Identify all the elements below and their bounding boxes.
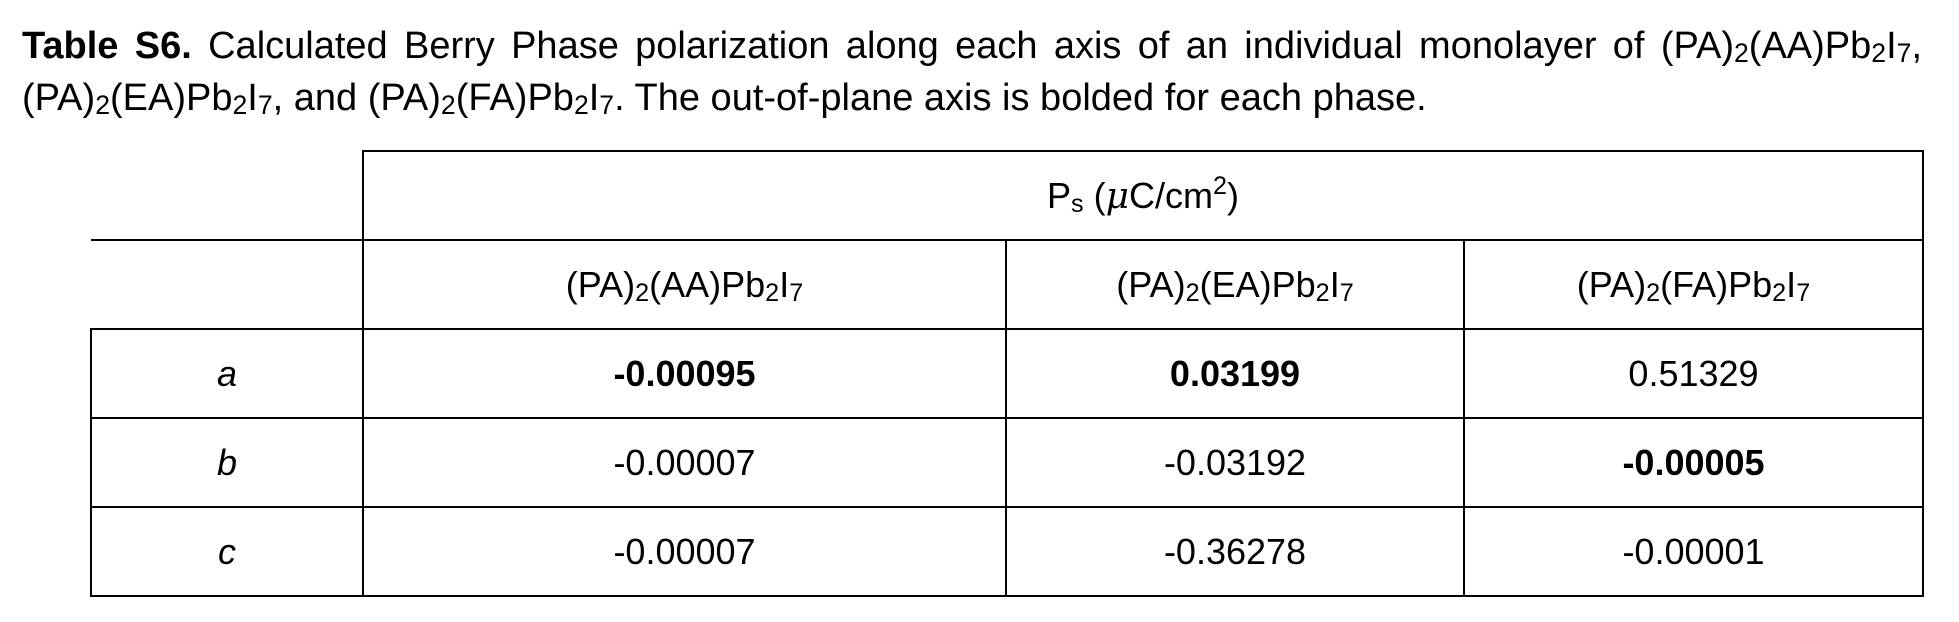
header-row-compounds: (PA)2(AA)Pb2I7 (PA)2(EA)Pb2I7 (PA)2(FA)P…	[91, 239, 1924, 330]
table-caption: Table S6. Calculated Berry Phase polariz…	[22, 25, 1922, 120]
axis-label: b	[90, 417, 364, 508]
table-cell: -0.00007	[362, 417, 1007, 508]
table-row: c -0.00007 -0.36278 -0.00001	[90, 506, 1924, 597]
table-cell: 0.51329	[1463, 328, 1924, 419]
table-cell: 0.03199	[1005, 328, 1465, 419]
empty-corner-cell	[91, 240, 364, 330]
column-header-ea: (PA)2(EA)Pb2I7	[1005, 239, 1465, 330]
column-header-aa: (PA)2(AA)Pb2I7	[362, 239, 1007, 330]
table-cell: -0.03192	[1005, 417, 1465, 508]
caption-formula-2: (PA)2(EA)Pb2I7	[22, 77, 273, 120]
table-cell: -0.00001	[1463, 506, 1924, 597]
table-row: a -0.00095 0.03199 0.51329	[90, 328, 1924, 419]
caption-label: Table S6.	[22, 25, 192, 67]
polarization-header: Ps (μC/cm2)	[362, 150, 1924, 241]
column-header-fa: (PA)2(FA)Pb2I7	[1463, 239, 1924, 330]
axis-label: c	[90, 506, 364, 597]
caption-formula-3: (PA)2(FA)Pb2I7	[367, 77, 615, 120]
table-cell: -0.36278	[1005, 506, 1465, 597]
empty-corner-cell	[91, 151, 364, 241]
axis-label: a	[90, 328, 364, 419]
table-cell: -0.00095	[362, 328, 1007, 419]
table-cell: -0.00005	[1463, 417, 1924, 508]
caption-formula-1: (PA)2(AA)Pb2I7	[1660, 25, 1912, 68]
table-cell: -0.00007	[362, 506, 1007, 597]
header-row-units: Ps (μC/cm2)	[91, 150, 1924, 241]
caption-text: Calculated Berry Phase polarization alon…	[191, 25, 1661, 67]
polarization-table: Ps (μC/cm2) (PA)2(AA)Pb2I7 (PA)2(EA)Pb2I…	[90, 150, 1924, 597]
table-row: b -0.00007 -0.03192 -0.00005	[90, 417, 1924, 508]
